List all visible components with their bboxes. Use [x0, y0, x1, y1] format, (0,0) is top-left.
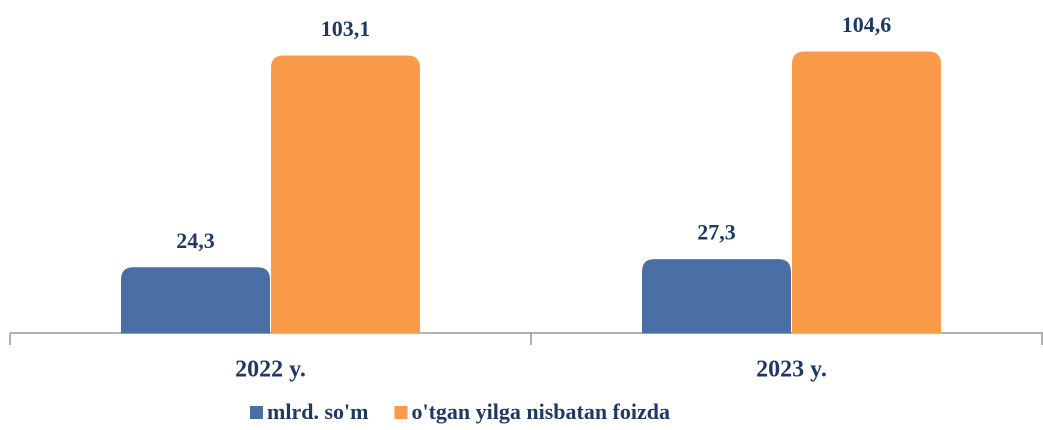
x-tick-label: 2023 y. — [756, 357, 827, 383]
data-label: 104,6 — [842, 12, 892, 37]
data-label: 27,3 — [697, 220, 736, 245]
bar — [121, 267, 270, 334]
legend-swatch — [250, 406, 263, 419]
data-label: 24,3 — [176, 228, 215, 253]
bar — [792, 51, 941, 334]
legend-label: o'tgan yilga nisbatan foizda — [411, 399, 670, 424]
bar — [642, 259, 791, 334]
x-tick-label: 2022 y. — [235, 357, 306, 383]
data-label: 103,1 — [321, 16, 371, 41]
legend-swatch — [394, 406, 408, 419]
bar — [271, 55, 420, 334]
legend-label: mlrd. so'm — [267, 399, 368, 424]
